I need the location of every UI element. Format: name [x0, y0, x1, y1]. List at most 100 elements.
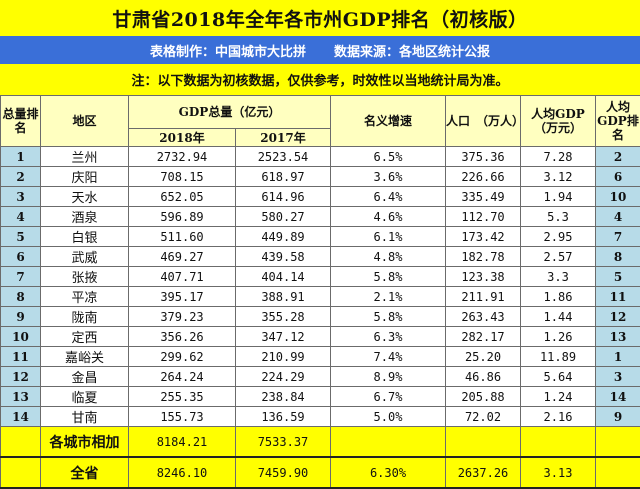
header-gdp-2017: 2017年 — [236, 129, 331, 147]
rank-cell: 1 — [1, 147, 41, 167]
population-cell: 123.38 — [446, 267, 521, 287]
rank-cell: 11 — [1, 347, 41, 367]
growth-cell: 7.4% — [331, 347, 446, 367]
region-cell: 定西 — [41, 327, 129, 347]
growth-cell: 5.0% — [331, 407, 446, 427]
header-per-capita: 人均GDP（万元） — [521, 96, 596, 147]
gdp-table: 总量排名 地区 GDP总量（亿元） 名义增速 人口 （万人） 人均GDP（万元）… — [0, 95, 640, 489]
page-title: 甘肃省2018年全年各市州GDP排名（初核版） — [0, 0, 640, 36]
rank-cell: 13 — [1, 387, 41, 407]
header-per-capita-rank: 人均GDP排名 — [596, 96, 640, 147]
total-gdp-2018: 8246.10 — [129, 457, 236, 488]
growth-cell: 6.5% — [331, 147, 446, 167]
gdp-2017-cell: 404.14 — [236, 267, 331, 287]
gdp-2018-cell: 469.27 — [129, 247, 236, 267]
growth-cell: 6.7% — [331, 387, 446, 407]
gdp-2018-cell: 511.60 — [129, 227, 236, 247]
rank-cell: 10 — [1, 327, 41, 347]
region-cell: 白银 — [41, 227, 129, 247]
data-source: 数据来源：各地区统计公报 — [334, 41, 490, 60]
region-cell: 甘南 — [41, 407, 129, 427]
gdp-2017-cell: 580.27 — [236, 207, 331, 227]
gdp-2018-cell: 596.89 — [129, 207, 236, 227]
per-capita-rank-cell: 6 — [596, 167, 640, 187]
region-cell: 兰州 — [41, 147, 129, 167]
gdp-2018-cell: 356.26 — [129, 327, 236, 347]
disclaimer-note: 注：以下数据为初核数据，仅供参考，时效性以当地统计局为准。 — [0, 64, 640, 96]
header-region: 地区 — [41, 96, 129, 147]
region-cell: 陇南 — [41, 307, 129, 327]
per-capita-rank-cell: 5 — [596, 267, 640, 287]
gdp-2018-cell: 299.62 — [129, 347, 236, 367]
total-gdp-2017: 7459.90 — [236, 457, 331, 488]
sum-gdp-2018: 8184.21 — [129, 427, 236, 458]
per-capita-rank-cell: 14 — [596, 387, 640, 407]
total-per-capita: 3.13 — [521, 457, 596, 488]
growth-cell: 5.8% — [331, 267, 446, 287]
rank-cell: 8 — [1, 287, 41, 307]
per-capita-cell: 11.89 — [521, 347, 596, 367]
population-cell: 182.78 — [446, 247, 521, 267]
total-row: 全省 8246.10 7459.90 6.30% 2637.26 3.13 — [1, 457, 640, 488]
region-cell: 庆阳 — [41, 167, 129, 187]
region-cell: 酒泉 — [41, 207, 129, 227]
gdp-2018-cell: 264.24 — [129, 367, 236, 387]
gdp-2018-cell: 155.73 — [129, 407, 236, 427]
rank-cell: 12 — [1, 367, 41, 387]
rank-cell: 9 — [1, 307, 41, 327]
population-cell: 72.02 — [446, 407, 521, 427]
total-growth: 6.30% — [331, 457, 446, 488]
population-cell: 173.42 — [446, 227, 521, 247]
gdp-2017-cell: 210.99 — [236, 347, 331, 367]
per-capita-rank-cell: 4 — [596, 207, 640, 227]
per-capita-cell: 3.3 — [521, 267, 596, 287]
gdp-2018-cell: 379.23 — [129, 307, 236, 327]
rank-cell: 6 — [1, 247, 41, 267]
per-capita-rank-cell: 2 — [596, 147, 640, 167]
total-rank-cell — [1, 457, 41, 488]
region-cell: 平凉 — [41, 287, 129, 307]
total-label: 全省 — [41, 457, 129, 488]
population-cell: 112.70 — [446, 207, 521, 227]
rank-cell: 14 — [1, 407, 41, 427]
credits-band: 表格制作：中国城市大比拼 数据来源：各地区统计公报 — [0, 36, 640, 64]
gdp-2017-cell: 388.91 — [236, 287, 331, 307]
per-capita-cell: 1.44 — [521, 307, 596, 327]
per-capita-cell: 1.24 — [521, 387, 596, 407]
header-growth: 名义增速 — [331, 96, 446, 147]
gdp-2017-cell: 618.97 — [236, 167, 331, 187]
growth-cell: 8.9% — [331, 367, 446, 387]
header-gdp-2018: 2018年 — [129, 129, 236, 147]
sum-per-capita — [521, 427, 596, 458]
population-cell: 375.36 — [446, 147, 521, 167]
population-cell: 282.17 — [446, 327, 521, 347]
region-cell: 天水 — [41, 187, 129, 207]
per-capita-rank-cell: 3 — [596, 367, 640, 387]
gdp-2017-cell: 439.58 — [236, 247, 331, 267]
gdp-2018-cell: 708.15 — [129, 167, 236, 187]
per-capita-rank-cell: 1 — [596, 347, 640, 367]
population-cell: 335.49 — [446, 187, 521, 207]
sum-gdp-2017: 7533.37 — [236, 427, 331, 458]
growth-cell: 3.6% — [331, 167, 446, 187]
region-cell: 嘉峪关 — [41, 347, 129, 367]
per-capita-cell: 2.16 — [521, 407, 596, 427]
per-capita-rank-cell: 13 — [596, 327, 640, 347]
per-capita-rank-cell: 12 — [596, 307, 640, 327]
population-cell: 205.88 — [446, 387, 521, 407]
gdp-2018-cell: 407.71 — [129, 267, 236, 287]
per-capita-rank-cell: 11 — [596, 287, 640, 307]
per-capita-cell: 2.95 — [521, 227, 596, 247]
